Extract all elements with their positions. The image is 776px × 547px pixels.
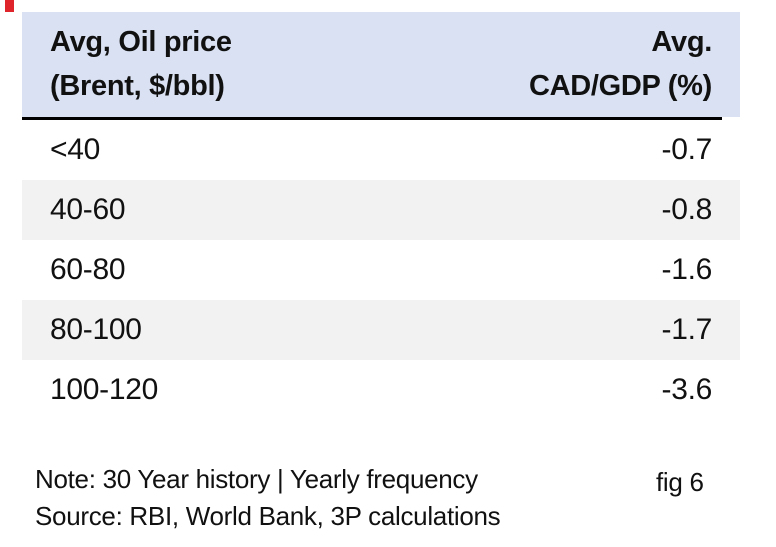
- oil-price-range-cell: 100-120: [50, 373, 158, 406]
- cad-gdp-value-cell: -0.8: [661, 193, 713, 226]
- cad-gdp-value-cell: -1.6: [661, 253, 713, 286]
- header-oil-price-line1: Avg, Oil price: [50, 26, 232, 58]
- table-header: Avg, Oil price (Brent, $/bbl) Avg. CAD/G…: [22, 12, 740, 117]
- cad-gdp-value-cell: -1.7: [661, 313, 713, 346]
- header-divider-line: [22, 117, 722, 120]
- figure-number-label: fig 6: [656, 467, 704, 497]
- table-row: 100-120 -3.6: [22, 360, 740, 420]
- table-body: <40 -0.7 40-60 -0.8 60-80 -1.6 80-100 -1…: [22, 120, 740, 420]
- cad-gdp-value-cell: -3.6: [661, 373, 713, 406]
- oil-price-range-cell: 60-80: [50, 253, 126, 286]
- oil-price-cad-gdp-table: Avg, Oil price (Brent, $/bbl) Avg. CAD/G…: [22, 12, 740, 420]
- header-oil-price-line2: (Brent, $/bbl): [50, 69, 225, 102]
- table-row: <40 -0.7: [22, 120, 740, 180]
- source-line: Source: RBI, World Bank, 3P calculations: [35, 501, 501, 531]
- header-cad-gdp-column: Avg. CAD/GDP (%): [529, 21, 712, 108]
- note-line: Note: 30 Year history | Yearly frequency: [35, 464, 478, 494]
- table-row: 60-80 -1.6: [22, 240, 740, 300]
- footer-notes: Note: 30 Year history | Yearly frequency…: [35, 461, 501, 535]
- oil-price-range-cell: 80-100: [50, 313, 142, 346]
- table-row: 40-60 -0.8: [22, 180, 740, 240]
- table-row: 80-100 -1.7: [22, 300, 740, 360]
- oil-price-range-cell: 40-60: [50, 193, 126, 226]
- header-cad-gdp-line1: Avg.: [651, 26, 712, 58]
- red-corner-mark: [5, 0, 14, 12]
- header-oil-price-column: Avg, Oil price (Brent, $/bbl): [50, 21, 232, 108]
- oil-price-range-cell: <40: [50, 133, 100, 166]
- cad-gdp-value-cell: -0.7: [661, 133, 713, 166]
- header-cad-gdp-line2: CAD/GDP (%): [528, 69, 712, 102]
